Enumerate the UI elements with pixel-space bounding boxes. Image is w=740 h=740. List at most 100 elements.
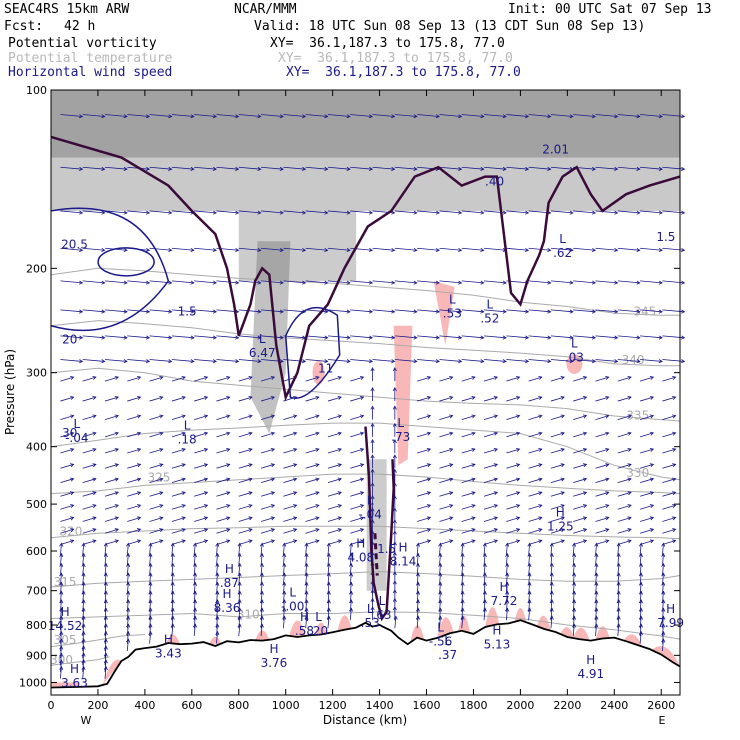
wind-vector-head: [235, 280, 240, 285]
x-tick-label: 2200: [553, 699, 581, 712]
wind-vector-head: [304, 599, 309, 604]
wind-vector-head: [304, 542, 309, 547]
wind-vector-head: [413, 359, 418, 364]
wind-vector-head: [215, 630, 220, 636]
wind-vector: [528, 448, 542, 454]
wind-vector-head: [605, 463, 610, 468]
wind-vector-head: [293, 539, 298, 544]
pv-extremum-value: 5.13: [484, 638, 511, 652]
wind-vector-head: [136, 516, 142, 521]
wind-vector-head: [326, 572, 331, 577]
wind-vector-head: [212, 359, 217, 364]
wind-vector-head: [203, 504, 209, 509]
wind-vector-head: [560, 431, 565, 436]
wind-vector-head: [426, 395, 432, 400]
pv-extremum-value: 7.72: [491, 594, 518, 608]
wind-vector-head: [547, 280, 552, 285]
wind-vector-head: [524, 335, 530, 340]
wind-vector-head: [126, 562, 131, 568]
terrain-ground: [51, 620, 680, 695]
wind-vector: [662, 359, 685, 362]
wind-vector-head: [192, 590, 198, 595]
wind-vector: [417, 376, 431, 382]
wind-vector-head: [582, 414, 588, 419]
wind-vector: [483, 478, 498, 484]
wind-vector: [417, 359, 440, 362]
wind-vector-head: [304, 607, 309, 612]
wind-vector-head: [391, 335, 396, 340]
wind-vector-head: [493, 516, 499, 521]
wind-vector: [617, 563, 620, 576]
wind-vector: [595, 563, 598, 576]
pv-extremum-value: -.04: [358, 508, 381, 522]
theta-label: 340: [622, 353, 645, 367]
wind-vector-head: [591, 210, 597, 215]
wind-vector-head: [370, 482, 375, 487]
wind-vector: [550, 415, 565, 420]
wind-vector-head: [391, 166, 396, 171]
wind-vector: [104, 616, 107, 629]
wind-vector-head: [636, 335, 641, 340]
wind-vector: [149, 631, 152, 644]
wind-vector-head: [170, 590, 175, 595]
wind-vector: [372, 359, 395, 362]
wind-vector-head: [248, 431, 253, 436]
wind-vector-head: [505, 607, 510, 612]
wind-vector-head: [346, 247, 351, 253]
wind-vector-head: [226, 376, 231, 380]
wind-vector: [82, 415, 96, 420]
wind-vector-head: [460, 542, 465, 547]
wind-vector-head: [315, 463, 320, 468]
wind-vector: [350, 528, 364, 534]
wind-vector-head: [346, 166, 351, 171]
wind-vector-head: [502, 210, 507, 215]
wind-vector: [639, 624, 642, 637]
wind-vector: [104, 432, 119, 438]
wind-vector-head: [482, 599, 487, 604]
wind-vector: [349, 608, 352, 621]
center-name: NCAR/MMM: [234, 2, 297, 17]
wind-vector-head: [324, 247, 329, 253]
wind-vector-head: [181, 504, 186, 509]
wind-vector: [216, 504, 230, 510]
wind-vector: [216, 210, 239, 214]
wind-vector-head: [235, 114, 240, 119]
wind-vector: [350, 309, 373, 313]
wind-vector-head: [103, 581, 108, 586]
wind-vector-head: [594, 590, 599, 595]
wind-vector-head: [203, 447, 209, 452]
wind-vector: [372, 166, 395, 170]
wind-vector-head: [226, 539, 231, 544]
wind-vector-head: [337, 431, 342, 436]
wind-vector-head: [560, 477, 565, 482]
wind-vector-head: [415, 599, 420, 604]
wind-vector-head: [449, 376, 454, 380]
wind-vector-head: [449, 528, 454, 533]
wind-vector: [595, 432, 609, 438]
wind-vector-head: [649, 414, 655, 419]
wind-vector-head: [346, 335, 351, 340]
wind-vector-head: [605, 447, 610, 452]
wind-vector: [171, 624, 174, 637]
wind-vector-head: [527, 552, 532, 558]
wind-vector-head: [505, 590, 510, 595]
wind-vector: [82, 553, 85, 566]
y-tick-label: 200: [26, 262, 47, 275]
pv-extremum-high: H: [666, 602, 675, 616]
wind-vector-head: [349, 599, 354, 604]
wind-vector-head: [415, 615, 420, 620]
wind-vector: [640, 359, 663, 362]
wind-vector-head: [638, 552, 643, 558]
wind-vector: [439, 543, 441, 556]
wind-vector-head: [549, 572, 554, 577]
wind-vector-head: [627, 376, 632, 380]
wind-vector: [662, 463, 676, 469]
wind-vector-head: [315, 376, 320, 380]
wind-vector: [283, 432, 297, 438]
wind-vector-head: [627, 395, 632, 400]
wind-vector-head: [616, 552, 621, 558]
wind-vector-head: [547, 359, 552, 364]
pv-extremum-value: 3.76: [261, 656, 288, 670]
wind-vector-head: [616, 542, 621, 547]
wind-vector-head: [471, 477, 476, 482]
